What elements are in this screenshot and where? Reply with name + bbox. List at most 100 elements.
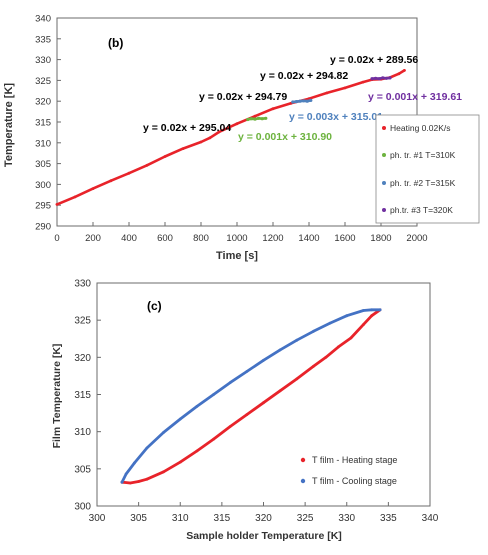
x-tick-label: 320 xyxy=(255,513,272,524)
data-point xyxy=(370,314,374,318)
legend-label-heating: Heating 0.02K/s xyxy=(390,123,450,133)
trend-equation-1: y = 0.02x + 295.04 xyxy=(143,122,231,134)
y-tick-label: 335 xyxy=(35,34,51,45)
data-point xyxy=(403,69,406,72)
y-tick-label: 320 xyxy=(74,353,91,364)
x-tick-label: 325 xyxy=(297,513,314,524)
x-tick-label: 315 xyxy=(214,513,231,524)
data-point xyxy=(120,480,124,484)
y-axis-title: Temperature [K] xyxy=(3,83,15,167)
data-point xyxy=(271,107,275,111)
panel-label: (c) xyxy=(147,299,162,313)
data-point xyxy=(124,472,128,476)
data-point xyxy=(262,358,265,362)
x-tick-label: 1000 xyxy=(226,233,247,244)
data-point xyxy=(208,136,212,140)
axes: 300 305 310 315 320 325 330 335 340 300 305 310 315 3… xyxy=(74,279,438,525)
data-point xyxy=(55,203,59,206)
data-point xyxy=(245,370,249,373)
y-tick-label: 330 xyxy=(74,279,91,290)
y-tick-label: 315 xyxy=(35,118,51,129)
data-point xyxy=(388,76,392,80)
trend-equation-4: y = 0.02x + 289.56 xyxy=(330,54,418,66)
x-tick-label: 1200 xyxy=(262,233,283,244)
data-point xyxy=(328,321,332,325)
data-point xyxy=(309,98,313,102)
trend-equation-6: y = 0.003x + 315.01 xyxy=(289,111,383,123)
data-point xyxy=(278,389,282,393)
data-point xyxy=(133,461,136,465)
data-point xyxy=(295,377,299,381)
x-tick-label: 1800 xyxy=(370,233,391,244)
legend: Heating 0.02K/s ph. tr. #1 T=310K ph. tr… xyxy=(375,114,480,224)
y-tick-label: 305 xyxy=(35,159,51,170)
data-point xyxy=(217,130,221,134)
x-tick-label: 600 xyxy=(157,233,173,244)
data-point xyxy=(212,437,216,441)
data-point xyxy=(245,413,249,416)
data-point xyxy=(212,393,216,396)
data-point xyxy=(178,417,182,421)
series-group xyxy=(120,308,382,485)
data-point xyxy=(145,477,149,481)
data-point xyxy=(264,116,268,120)
x-tick-label: 305 xyxy=(130,513,147,524)
data-point xyxy=(228,425,232,428)
data-point xyxy=(370,77,374,81)
series-line-1 xyxy=(120,308,382,485)
series-group xyxy=(55,69,406,206)
data-point xyxy=(377,77,381,81)
legend-box xyxy=(375,114,480,224)
data-point xyxy=(325,91,329,95)
chart-panel-b: 0 200 400 600 800 1000 1200 1400 1600 1800 2000 290… xyxy=(3,14,480,262)
y-tick-label: 325 xyxy=(74,316,91,327)
y-tick-label: 300 xyxy=(74,502,91,513)
data-point xyxy=(302,99,306,103)
data-point xyxy=(178,460,182,464)
y-tick-label: 290 xyxy=(35,222,51,233)
trend-equation-2: y = 0.02x + 294.79 xyxy=(199,91,287,103)
data-point xyxy=(278,348,282,352)
data-point xyxy=(199,140,203,144)
data-point xyxy=(257,116,261,120)
legend-label-cooling-stage: T film - Cooling stage xyxy=(312,476,397,486)
y-tick-label: 310 xyxy=(35,138,51,149)
y-tick-label: 310 xyxy=(74,427,91,438)
x-tick-label: 330 xyxy=(338,513,355,524)
data-point xyxy=(228,381,232,384)
data-point xyxy=(181,147,185,151)
data-point xyxy=(361,80,365,84)
legend-marker-ph-tr-2 xyxy=(382,181,386,185)
data-point xyxy=(253,114,257,118)
data-point xyxy=(195,405,199,408)
y-tick-label: 300 xyxy=(35,180,51,191)
axes: 0 200 400 600 800 1000 1200 1400 1600 1800 2000 290… xyxy=(35,14,427,245)
data-point xyxy=(262,401,265,405)
x-tick-label: 400 xyxy=(121,233,137,244)
legend-marker-heating-stage xyxy=(300,457,306,463)
x-tick-label: 340 xyxy=(422,513,439,524)
data-point xyxy=(260,117,264,121)
data-point xyxy=(374,76,378,80)
data-point xyxy=(249,117,253,121)
data-point xyxy=(305,99,309,103)
data-point xyxy=(195,449,199,453)
data-point xyxy=(137,480,141,483)
y-tick-label: 305 xyxy=(74,464,91,475)
trend-equation-5: y = 0.001x + 310.90 xyxy=(238,131,332,143)
data-point xyxy=(163,155,167,158)
data-point xyxy=(397,72,401,76)
x-tick-label: 335 xyxy=(380,513,397,524)
y-tick-label: 315 xyxy=(74,390,91,401)
panel-label: (b) xyxy=(108,36,123,50)
x-tick-label: 310 xyxy=(172,513,189,524)
x-tick-label: 1600 xyxy=(334,233,355,244)
data-point xyxy=(162,431,166,434)
legend: T film - Heating stage T film - Cooling … xyxy=(300,455,397,486)
data-point xyxy=(337,345,340,349)
chart-panel-c: 300 305 310 315 320 325 330 335 340 300 305 310 315 3… xyxy=(51,279,439,543)
data-point xyxy=(162,470,166,474)
y-tick-label: 340 xyxy=(35,14,51,25)
data-point xyxy=(127,171,131,175)
